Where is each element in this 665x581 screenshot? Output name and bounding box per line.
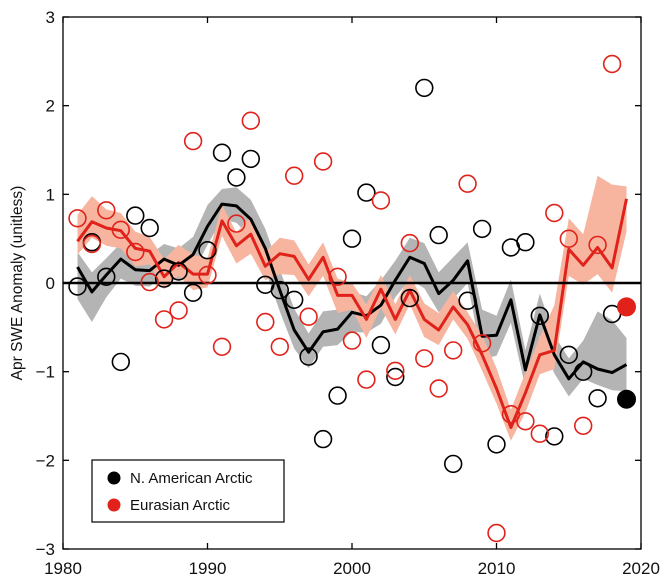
n-american-arctic-point — [400, 288, 419, 308]
n-american-arctic-point — [530, 306, 549, 325]
eurasian-arctic-point — [501, 405, 521, 424]
n-american-arctic-point — [183, 283, 203, 302]
legend-marker-eurasian-arctic — [107, 498, 121, 512]
x-tick-label: 2020 — [622, 559, 660, 578]
n-american-arctic-point — [328, 386, 347, 405]
eurasian-arctic-point — [140, 272, 159, 292]
eurasian-arctic-point — [126, 242, 145, 262]
eurasian-arctic-point — [487, 523, 506, 543]
n-american-arctic-point — [313, 429, 333, 449]
eurasian-arctic-point — [559, 229, 578, 248]
legend-label-n-american-arctic: N. American Arctic — [130, 470, 253, 487]
n-american-arctic-point — [97, 267, 116, 286]
eurasian-arctic-point — [111, 220, 131, 240]
y-tick-label: −1 — [36, 363, 55, 382]
n-american-arctic-point — [241, 149, 261, 169]
n-american-arctic-point — [415, 78, 434, 98]
n-american-arctic-mean-line — [76, 202, 628, 381]
eurasian-arctic-point — [154, 310, 174, 329]
n-american-arctic-point — [212, 143, 232, 162]
eurasian-arctic-point — [371, 191, 391, 210]
n-american-arctic-point — [573, 362, 593, 381]
eurasian-arctic-point — [270, 337, 289, 356]
eurasian-arctic-point — [68, 209, 87, 228]
n-american-arctic-point — [270, 280, 289, 300]
eurasian-arctic-point — [169, 301, 188, 320]
eurasian-arctic-point — [256, 312, 275, 332]
eurasian-arctic-point — [227, 214, 246, 233]
eurasian-arctic-point — [516, 412, 535, 431]
y-axis-title: Apr SWE Anomaly (unitless) — [9, 186, 26, 381]
n-american-arctic-point — [516, 233, 535, 252]
n-american-arctic-point — [68, 277, 87, 296]
n-american-arctic-point — [386, 367, 405, 387]
y-tick-label: 0 — [46, 274, 55, 293]
eurasian-arctic-point — [573, 416, 593, 435]
n-american-arctic-point — [429, 225, 448, 245]
n-american-arctic-point — [154, 269, 174, 288]
eurasian-arctic-highlight-point — [617, 297, 636, 317]
eurasian-arctic-point — [328, 267, 347, 286]
eurasian-arctic-point — [602, 54, 622, 74]
eurasian-arctic-point — [530, 424, 549, 443]
n-american-arctic-highlight-point — [617, 389, 636, 409]
eurasian-arctic-point — [429, 379, 448, 398]
eurasian-arctic-point — [183, 131, 203, 151]
n-american-arctic-point — [444, 454, 463, 474]
n-american-arctic-point — [227, 168, 246, 187]
eurasian-arctic-point — [588, 235, 607, 255]
eurasian-arctic-point — [458, 174, 477, 193]
n-american-arctic-point — [111, 352, 131, 372]
eurasian-arctic-point — [299, 307, 318, 326]
n-american-arctic-point — [285, 290, 304, 309]
eurasian-arctic-point — [472, 334, 492, 353]
legend-marker-n-american-arctic — [107, 471, 121, 485]
eurasian-arctic-point — [82, 234, 102, 254]
eurasian-arctic-point — [357, 370, 376, 389]
eurasian-arctic-point — [285, 166, 304, 185]
y-tick-label: 3 — [46, 8, 55, 27]
eurasian-arctic-point — [386, 361, 405, 380]
n-american-arctic-point — [169, 262, 188, 281]
eurasian-arctic-point — [198, 265, 217, 285]
y-tick-label: 1 — [46, 185, 55, 204]
x-tick-label: 1980 — [44, 559, 82, 578]
y-tick-label: −3 — [36, 540, 55, 559]
x-tick-label: 1990 — [189, 559, 227, 578]
eurasian-arctic-point — [97, 201, 116, 220]
n-american-arctic-point — [299, 347, 318, 366]
y-tick-label: −2 — [36, 451, 55, 470]
n-american-arctic-point — [357, 183, 376, 202]
n-american-arctic-point — [198, 241, 217, 260]
n-american-arctic-point — [487, 435, 506, 454]
n-american-arctic-point — [140, 218, 159, 238]
legend: N. American Arctic Eurasian Arctic — [91, 459, 285, 523]
n-american-arctic-point — [342, 229, 362, 248]
n-american-arctic-point — [126, 206, 145, 225]
eurasian-arctic-point — [241, 111, 261, 130]
n-american-arctic-point — [371, 335, 391, 355]
eurasian-arctic-point — [444, 341, 463, 360]
eurasian-arctic-point — [342, 331, 362, 350]
legend-label-eurasian-arctic: Eurasian Arctic — [130, 497, 231, 514]
eurasian-arctic-point — [313, 152, 333, 171]
n-american-arctic-band — [77, 187, 627, 397]
data-points — [68, 54, 636, 543]
n-american-arctic-point — [559, 345, 578, 364]
eurasian-arctic-point — [400, 233, 419, 253]
eurasian-arctic-point — [212, 337, 232, 356]
y-tick-label: 2 — [46, 97, 55, 116]
legend-box — [91, 459, 285, 523]
x-tick-label: 2010 — [478, 559, 516, 578]
eurasian-arctic-point — [545, 203, 564, 223]
n-american-arctic-point — [588, 389, 607, 408]
n-american-arctic-point — [458, 291, 477, 310]
x-tick-label: 2000 — [333, 559, 371, 578]
eurasian-arctic-point — [415, 349, 434, 368]
n-american-arctic-point — [545, 427, 564, 446]
n-american-arctic-point — [472, 219, 492, 239]
